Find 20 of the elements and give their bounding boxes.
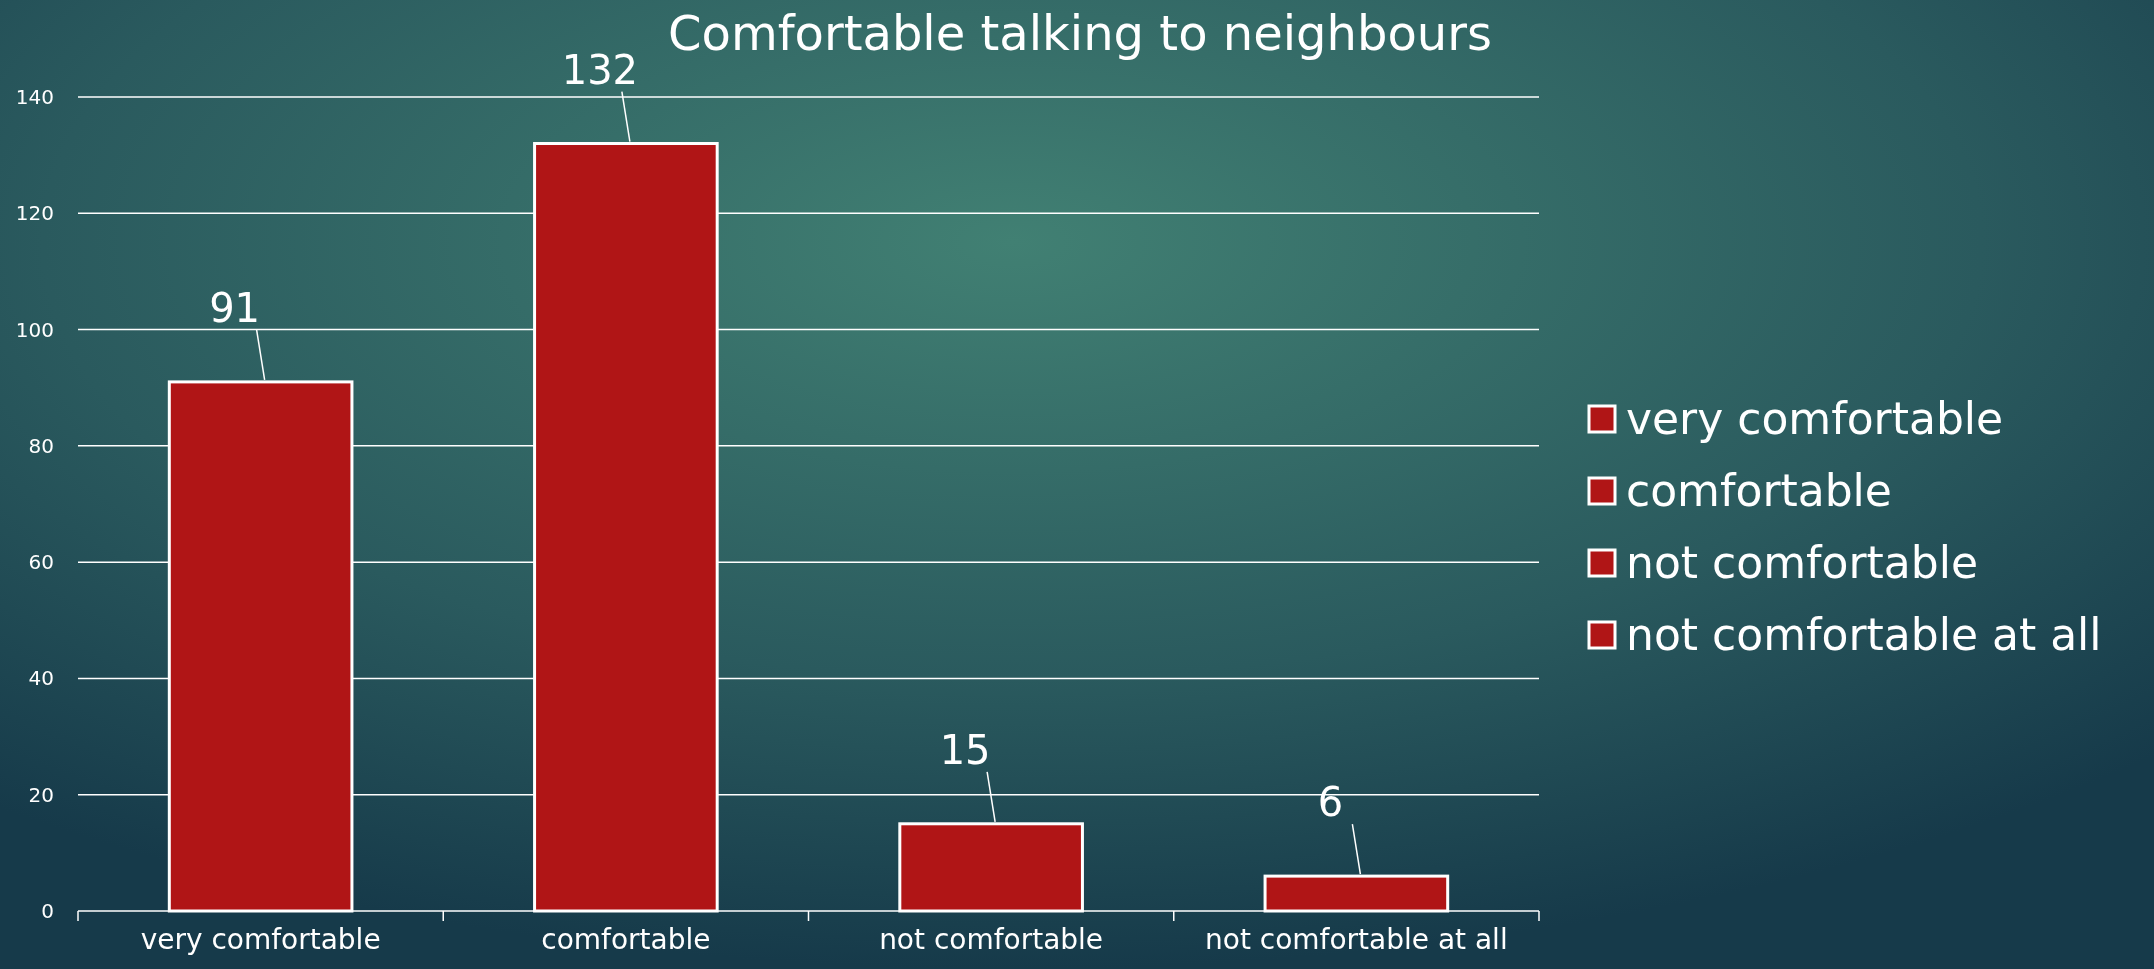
y-tick-label: 0 xyxy=(41,899,54,923)
legend-label: not comfortable at all xyxy=(1626,609,2102,661)
legend-label: very comfortable xyxy=(1626,393,2004,445)
y-tick-label: 60 xyxy=(28,550,54,575)
legend-label: comfortable xyxy=(1626,465,1892,517)
legend-label: not comfortable xyxy=(1626,537,1978,589)
y-tick-label: 120 xyxy=(15,201,54,226)
x-tick-label: not comfortable at all xyxy=(1205,923,1508,956)
y-tick-label: 20 xyxy=(28,782,54,807)
chart-title: Comfortable talking to neighbours xyxy=(668,5,1492,61)
y-tick-label: 80 xyxy=(28,433,54,458)
y-tick-label: 100 xyxy=(15,317,54,342)
y-tick-label: 140 xyxy=(15,85,54,109)
x-tick-label: very comfortable xyxy=(140,923,381,956)
x-tick-label: not comfortable xyxy=(879,923,1104,956)
data-label: 15 xyxy=(939,726,991,773)
y-tick-label: 40 xyxy=(28,666,54,691)
x-tick-label: comfortable xyxy=(541,923,711,956)
data-label: 91 xyxy=(209,284,261,331)
data-label: 132 xyxy=(561,46,639,93)
